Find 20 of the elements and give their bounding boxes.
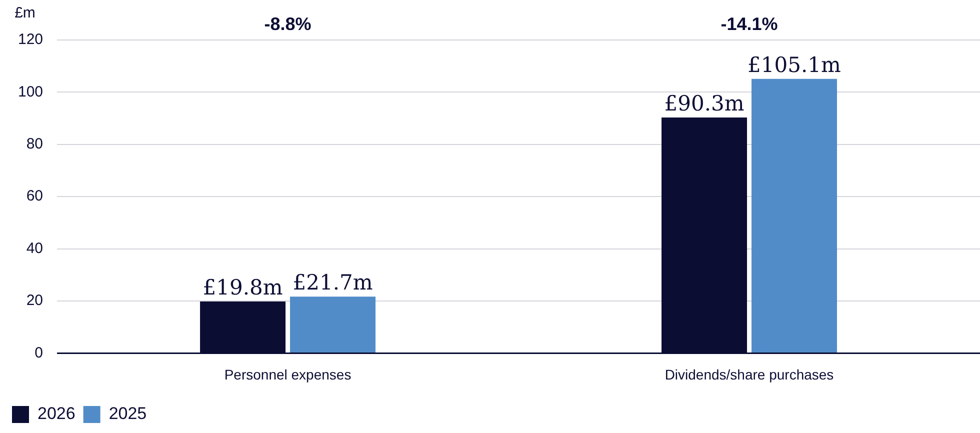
y-tick-label: 20 xyxy=(26,292,44,310)
y-tick-label: 100 xyxy=(18,83,44,100)
y-tick-label: 60 xyxy=(26,188,44,205)
legend-label: 2026 xyxy=(38,404,76,424)
x-tick-label: Personnel expenses xyxy=(224,366,352,382)
legend-label: 2025 xyxy=(108,404,147,424)
data-label: £90.3m xyxy=(664,91,744,116)
bar xyxy=(752,78,837,352)
data-label: £105.1m xyxy=(748,52,842,77)
data-label: £21.7m xyxy=(292,270,373,295)
text: -14.1% xyxy=(720,14,778,34)
y-tick-label: 40 xyxy=(26,240,44,257)
bar xyxy=(290,296,376,352)
text: -8.8% xyxy=(264,14,312,34)
y-tick-label: 0 xyxy=(34,344,44,362)
y-tick-label: 120 xyxy=(18,31,44,48)
data-label: £19.8m xyxy=(202,275,283,300)
y-tick-label: 80 xyxy=(26,136,44,153)
y-axis-title: £m xyxy=(14,4,36,22)
x-tick-label: Dividends/share purchases xyxy=(664,366,834,382)
